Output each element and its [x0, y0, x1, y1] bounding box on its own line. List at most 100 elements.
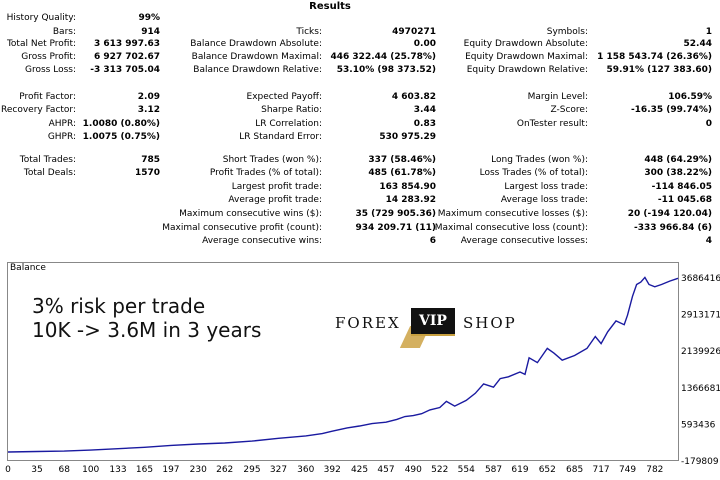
- y-tick-label: 2913171: [681, 311, 720, 321]
- stat-label: Largest profit trade:: [231, 182, 322, 192]
- stat-value: 52.44: [683, 39, 712, 49]
- x-tick-label: 749: [619, 465, 636, 475]
- stat-value: -11 045.68: [657, 195, 712, 205]
- overlay-line-2: 10K -> 3.6M in 3 years: [32, 318, 262, 342]
- stat-label: Z-Score:: [550, 105, 589, 115]
- x-tick-label: 100: [82, 465, 99, 475]
- report-title: Results: [309, 1, 351, 12]
- stat-value: 337 (58.46%): [368, 155, 436, 165]
- stat-value: 0: [705, 119, 712, 129]
- stat-label: History Quality:: [6, 13, 76, 23]
- stat-label: Balance Drawdown Maximal:: [191, 52, 322, 62]
- stat-value: 106.59%: [668, 92, 712, 102]
- y-tick-label: 3686416: [681, 274, 720, 284]
- stat-value: 448 (64.29%): [644, 155, 712, 165]
- stat-label: Gross Profit:: [21, 52, 76, 62]
- stat-label: Average loss trade:: [500, 195, 588, 205]
- stat-label: Balance Drawdown Relative:: [193, 65, 322, 75]
- x-tick-label: 327: [270, 465, 287, 475]
- stat-label: Maximum consecutive wins ($):: [179, 209, 322, 219]
- x-tick-label: 165: [136, 465, 153, 475]
- x-tick-label: 587: [485, 465, 502, 475]
- stat-value: 300 (38.22%): [644, 168, 712, 178]
- x-tick-label: 554: [458, 465, 475, 475]
- x-tick-label: 425: [351, 465, 368, 475]
- stat-value: 785: [141, 155, 160, 165]
- stat-label: Equity Drawdown Relative:: [466, 65, 588, 75]
- stat-value: 59.91% (127 383.60): [606, 65, 713, 75]
- stat-value: 4 603.82: [391, 92, 436, 102]
- stat-label: Short Trades (won %):: [222, 155, 322, 165]
- x-tick-label: 262: [216, 465, 233, 475]
- x-tick-label: 230: [190, 465, 207, 475]
- stat-value: 934 209.71 (11): [355, 223, 436, 233]
- x-tick-label: 457: [377, 465, 394, 475]
- stat-value: 485 (61.78%): [368, 168, 436, 178]
- chart-caption: Balance: [10, 263, 46, 273]
- stat-value: 0.00: [413, 39, 436, 49]
- stat-label: LR Correlation:: [255, 119, 322, 129]
- stat-value: 1: [705, 27, 712, 37]
- stat-label: Ticks:: [296, 27, 322, 37]
- stat-value: 446 322.44 (25.78%): [330, 52, 437, 62]
- stat-value: 6: [429, 236, 436, 246]
- x-tick-label: 717: [592, 465, 609, 475]
- stat-value: -333 966.84 (6): [633, 223, 712, 233]
- results-report: Results History Quality: 99% Bars: 914 Ticks…: [0, 1, 713, 246]
- stat-value: -3 313 705.04: [90, 65, 160, 75]
- stat-label: Total Net Profit:: [6, 39, 76, 49]
- x-tick-label: 782: [646, 465, 663, 475]
- x-tick-label: 522: [431, 465, 448, 475]
- y-tick-label: -179809: [681, 457, 719, 467]
- stat-label: Symbols:: [546, 27, 588, 37]
- stat-label: Equity Drawdown Maximal:: [465, 52, 588, 62]
- logo-word-forex: FOREX: [335, 314, 401, 332]
- stat-label: Sharpe Ratio:: [261, 105, 322, 115]
- stat-value: 14 283.92: [385, 195, 436, 205]
- stat-label: Balance Drawdown Absolute:: [190, 39, 322, 49]
- x-tick-label: 35: [31, 465, 42, 475]
- stat-label: Gross Loss:: [25, 65, 76, 75]
- logo-badge-vip: VIP: [411, 308, 455, 336]
- balance-series-line: [7, 276, 679, 453]
- stat-value: 530 975.29: [379, 132, 436, 142]
- stat-label: Maximal consecutive profit (count):: [162, 223, 322, 233]
- y-tick-label: 1366681: [681, 384, 720, 394]
- stat-label: Largest loss trade:: [504, 182, 588, 192]
- stat-label: OnTester result:: [516, 119, 588, 129]
- stat-label: Average profit trade:: [228, 195, 322, 205]
- stat-label: LR Standard Error:: [239, 132, 322, 142]
- x-tick-label: 392: [324, 465, 341, 475]
- y-tick-label: 593436: [681, 420, 716, 430]
- stat-label: Loss Trades (% of total):: [479, 168, 588, 178]
- overlay-text: 3% risk per trade 10K -> 3.6M in 3 years: [32, 294, 261, 342]
- x-tick-label: 295: [243, 465, 260, 475]
- stat-label: Maximal consecutive loss (count):: [434, 223, 588, 233]
- x-tick-label: 197: [162, 465, 179, 475]
- stat-label: Long Trades (won %):: [491, 155, 588, 165]
- y-tick-label: 2139926: [681, 347, 720, 357]
- stat-value: 1570: [134, 168, 160, 178]
- stat-value: -16.35 (99.74%): [630, 105, 712, 115]
- stat-value: 6 927 702.67: [93, 52, 160, 62]
- stat-value: 3.12: [137, 105, 160, 115]
- stat-label: Recovery Factor:: [0, 105, 76, 115]
- stat-label: Average consecutive losses:: [460, 236, 588, 246]
- stat-value: 4: [705, 236, 712, 246]
- stat-label: Margin Level:: [527, 92, 588, 102]
- stat-value: 3.44: [413, 105, 436, 115]
- stat-value: 1 158 543.74 (26.36%): [597, 52, 712, 62]
- x-tick-label: 685: [566, 465, 583, 475]
- x-tick-label: 0: [5, 465, 11, 475]
- stat-value: 4970271: [392, 27, 436, 37]
- balance-plot: 3686416 2913171 2139926 1366681 593436 -17980…: [5, 274, 720, 475]
- forex-vip-shop-logo: FOREX VIP SHOP: [335, 308, 565, 348]
- stat-label: Expected Payoff:: [246, 92, 322, 102]
- stat-value: 163 854.90: [379, 182, 436, 192]
- x-tick-label: 619: [511, 465, 528, 475]
- chart-frame: [7, 262, 679, 461]
- overlay-line-1: 3% risk per trade: [32, 294, 206, 318]
- stat-value: 20 (-194 120.04): [627, 209, 712, 219]
- stat-value: 1.0080 (0.80%): [82, 119, 160, 129]
- stat-label: Total Trades:: [19, 155, 76, 165]
